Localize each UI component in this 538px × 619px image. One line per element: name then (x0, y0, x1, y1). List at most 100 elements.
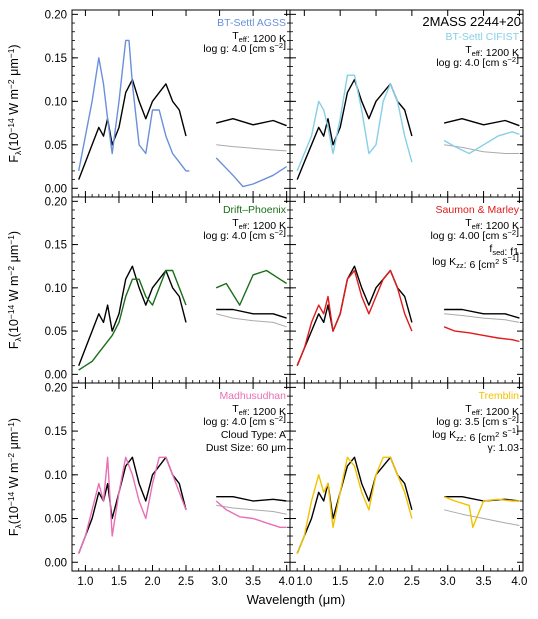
series-line-observed (443, 118, 520, 127)
x-tick-label: 2.5 (178, 576, 194, 588)
panel-frame (289, 382, 524, 572)
y-tick-label: 0.10 (45, 470, 67, 482)
series-line-model (443, 496, 520, 528)
series-line-smoothed (444, 313, 520, 323)
series-line-smoothed (216, 313, 287, 328)
series-line-model (443, 326, 520, 343)
svg-text:Fλ(10−14 W m−2 μm−1): Fλ(10−14 W m−2 μm−1) (6, 44, 23, 162)
series-line-model (215, 157, 287, 188)
x-tick-label: 3.5 (245, 576, 261, 588)
x-tick-label: 3.0 (440, 576, 456, 588)
x-axis-label: Wavelength (μm) (247, 592, 346, 607)
parameter-label: log Kzz: 6 [cm2 s−1] (432, 251, 519, 271)
series-line-observed (216, 118, 287, 127)
series-line-smoothed (216, 504, 287, 515)
parameter-label: log g: 4.0 [cm s−2] (436, 53, 519, 69)
series-line-model (296, 456, 413, 554)
model-name-label: Saumon & Marley (436, 204, 520, 216)
x-tick-label: 1.5 (111, 576, 127, 588)
series-line-model (443, 131, 520, 155)
series-line-model (215, 500, 287, 528)
y-tick-label: 0.20 (45, 382, 67, 394)
y-tick-label: 0.05 (45, 514, 67, 526)
x-tick-label: 1.0 (77, 576, 93, 588)
model-name-label: BT-Settl AGSS (217, 17, 286, 29)
x-tick-label: 1.0 (296, 576, 312, 588)
parameter-label: Teff: 1200 K (232, 30, 286, 45)
y-tick-label: 0.15 (45, 53, 67, 65)
object-name: 2MASS 2244+20 (422, 14, 521, 29)
parameter-label: γ: 1.03 (487, 442, 519, 454)
y-tick-label: 0.05 (45, 140, 67, 152)
series-group (296, 74, 520, 180)
parameter-label: Teff: 1200 K (232, 217, 286, 232)
panel-madhusudhan: 0.00 0.05 0.10 0.15 0.20 1.0 1.5 2.0 2.5 3.0 3.5 4.… (45, 382, 295, 588)
svg-text:Fλ(10−14 W m−2 μm−1): Fλ(10−14 W m−2 μm−1) (6, 418, 23, 536)
series-line-model (78, 456, 187, 554)
parameter-label: Cloud Type: A (221, 429, 286, 441)
series-line-smoothed (216, 144, 287, 152)
series-line-observed (78, 456, 187, 554)
series-group (296, 265, 520, 366)
series-line-observed (444, 308, 520, 319)
model-name-label: BT-Settl CIFIST (445, 31, 519, 43)
y-tick-label: 0.20 (45, 196, 67, 208)
parameter-label: Teff: 1200 K (465, 217, 519, 232)
svg-text:Fλ(10−14 W m−2 μm−1): Fλ(10−14 W m−2 μm−1) (6, 231, 23, 349)
x-tick-label: 2.0 (144, 576, 160, 588)
series-line-observed (78, 265, 187, 366)
x-tick-label: 2.5 (404, 576, 420, 588)
series-line-model (215, 269, 287, 306)
series-line-observed (296, 456, 413, 554)
parameter-label: log g: 4.00 [cm s−2] (430, 226, 519, 242)
model-name-label: Tremblin (479, 390, 520, 402)
parameter-label: Teff: 1200 K (465, 44, 519, 59)
series-group (78, 456, 287, 554)
y-tick-label: 0.00 (45, 369, 67, 381)
parameter-label: log Kzz: 6 [cm2 s−1] (432, 424, 519, 444)
y-tick-label: 0.20 (45, 9, 67, 21)
y-tick-label: 0.15 (45, 240, 67, 252)
x-tick-label: 1.5 (332, 576, 348, 588)
series-group (78, 39, 287, 188)
series-line-model (296, 74, 413, 172)
series-line-observed (216, 308, 287, 319)
y-tick-label: 0.00 (45, 183, 67, 195)
model-name-label: Drift–Phoenix (223, 204, 287, 216)
x-tick-label: 3.0 (212, 576, 228, 588)
series-line-observed (216, 496, 287, 502)
parameter-label: log g: 4.0 [cm s−2] (203, 226, 286, 242)
parameter-label: log g: 4.0 [cm s−2] (203, 39, 286, 55)
parameter-label: log g: 4.0 [cm s−2] (203, 412, 286, 428)
y-tick-label: 0.05 (45, 326, 67, 338)
series-group (296, 456, 520, 554)
series-line-model (78, 269, 187, 371)
parameter-label: fsed: f1 (489, 243, 519, 258)
parameter-label: Dust Size: 60 μm (206, 442, 286, 454)
model-name-label: Madhusudhan (219, 390, 286, 402)
series-line-observed (78, 78, 187, 180)
parameter-label: Teff: 1200 K (465, 403, 519, 418)
y-tick-label: 0.10 (45, 96, 67, 108)
parameter-label: log g: 3.5 [cm s−2] (436, 412, 519, 428)
y-tick-label: 0.00 (45, 557, 67, 569)
parameter-label: Teff: 1200 K (232, 403, 286, 418)
y-axis-label: Fλ(10−14 W m−2 μm−1) Fλ(10−14 W m−2 μm−1… (6, 44, 23, 536)
series-line-model (78, 39, 190, 172)
x-tick-label: 4.0 (279, 576, 295, 588)
x-tick-label: 4.0 (511, 576, 527, 588)
y-tick-label: 0.15 (45, 426, 67, 438)
series-line-model (296, 269, 413, 366)
series-group (78, 265, 287, 371)
y-tick-label: 0.10 (45, 283, 67, 295)
x-tick-label: 3.5 (476, 576, 492, 588)
x-tick-label: 2.0 (368, 576, 384, 588)
series-line-smoothed (443, 509, 520, 526)
